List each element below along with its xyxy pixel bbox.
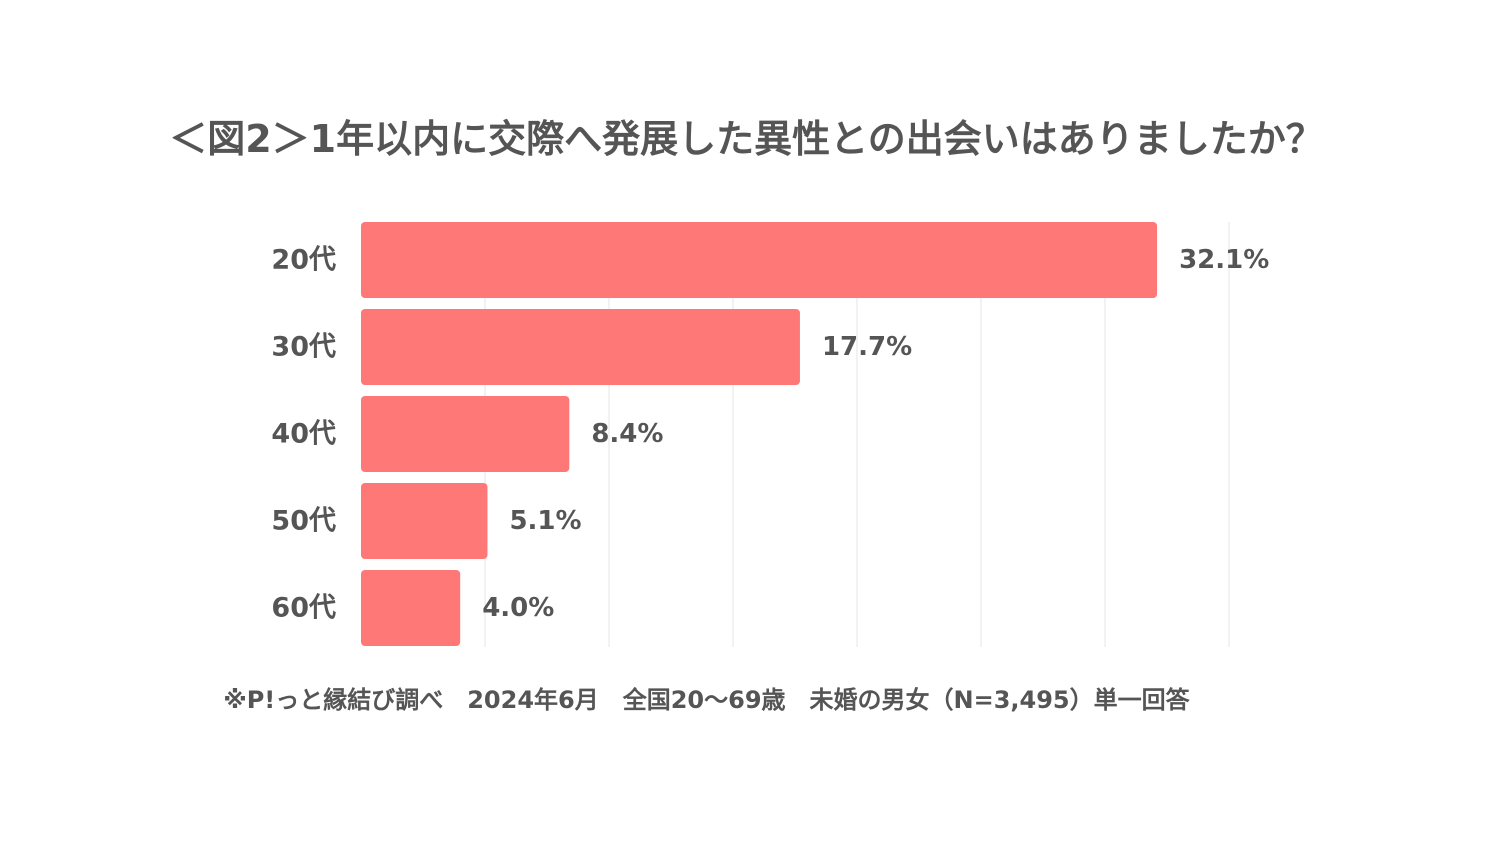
bar-20代 xyxy=(361,222,1158,298)
bar-30代 xyxy=(361,309,800,385)
category-label: 30代 xyxy=(271,332,336,363)
category-label: 20代 xyxy=(271,245,336,276)
bar-50代 xyxy=(361,483,488,559)
category-label: 60代 xyxy=(271,593,336,624)
value-label: 17.7% xyxy=(822,332,912,362)
bar-40代 xyxy=(361,396,570,472)
value-label: 32.1% xyxy=(1179,245,1269,275)
category-label: 50代 xyxy=(271,506,336,537)
bar-60代 xyxy=(361,570,461,646)
value-label: 4.0% xyxy=(482,593,554,623)
chart-title: ＜図2＞1年以内に交際へ発展した異性との出会いはありましたか？ xyxy=(169,117,1324,161)
source-footnote: ※P!っと縁結び調べ 2024年6月 全国20〜69歳 未婚の男女（N=3,49… xyxy=(223,686,1190,714)
value-label: 8.4% xyxy=(591,419,663,449)
value-label: 5.1% xyxy=(509,506,581,536)
labels: 20代 32.1% 30代 17.7% 40代 8.4% 50代 5.1% 60代 4.0% xyxy=(271,245,1269,624)
category-label: 40代 xyxy=(271,419,336,450)
bars xyxy=(361,222,1158,646)
